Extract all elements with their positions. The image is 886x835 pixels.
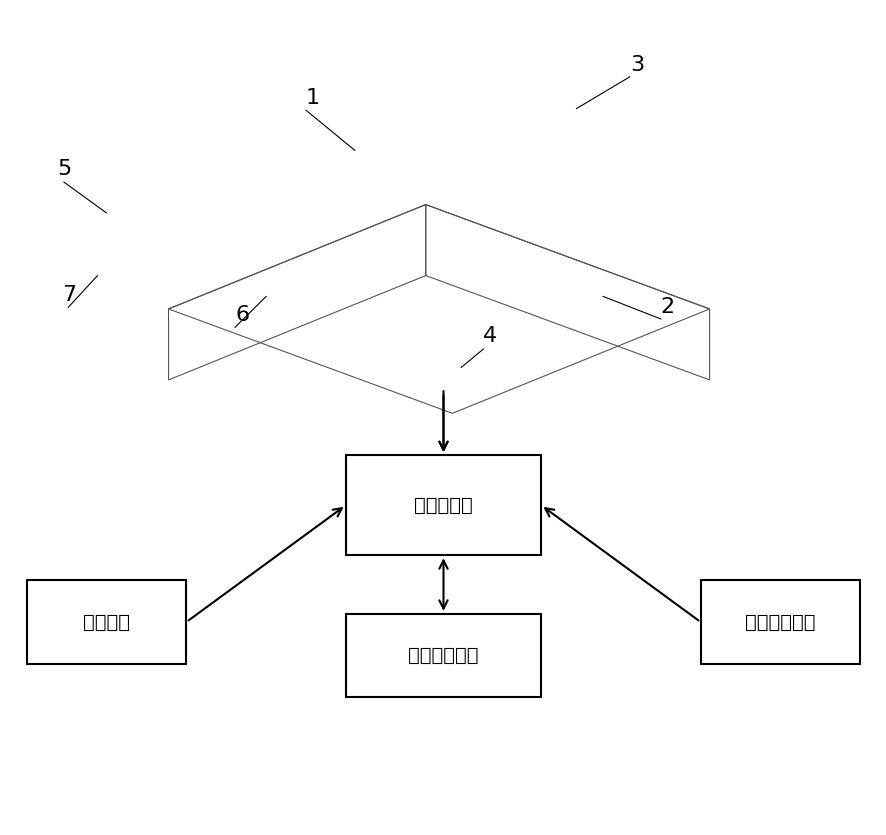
Text: 7: 7: [62, 285, 76, 305]
Bar: [700, 580, 859, 664]
Bar: [346, 455, 540, 555]
Text: 5: 5: [58, 159, 72, 180]
Bar: [346, 614, 540, 697]
Text: 手持操作单元: 手持操作单元: [408, 646, 478, 665]
Text: 无线操作单元: 无线操作单元: [744, 613, 815, 631]
Bar: [27, 580, 186, 664]
Text: 4: 4: [483, 326, 497, 347]
Text: 1: 1: [306, 89, 320, 109]
Text: 3: 3: [629, 55, 643, 75]
Text: 动力系统: 动力系统: [83, 613, 129, 631]
Text: 6: 6: [235, 306, 249, 326]
Text: 电气控制柜: 电气控制柜: [414, 496, 472, 514]
Text: 2: 2: [660, 297, 674, 317]
